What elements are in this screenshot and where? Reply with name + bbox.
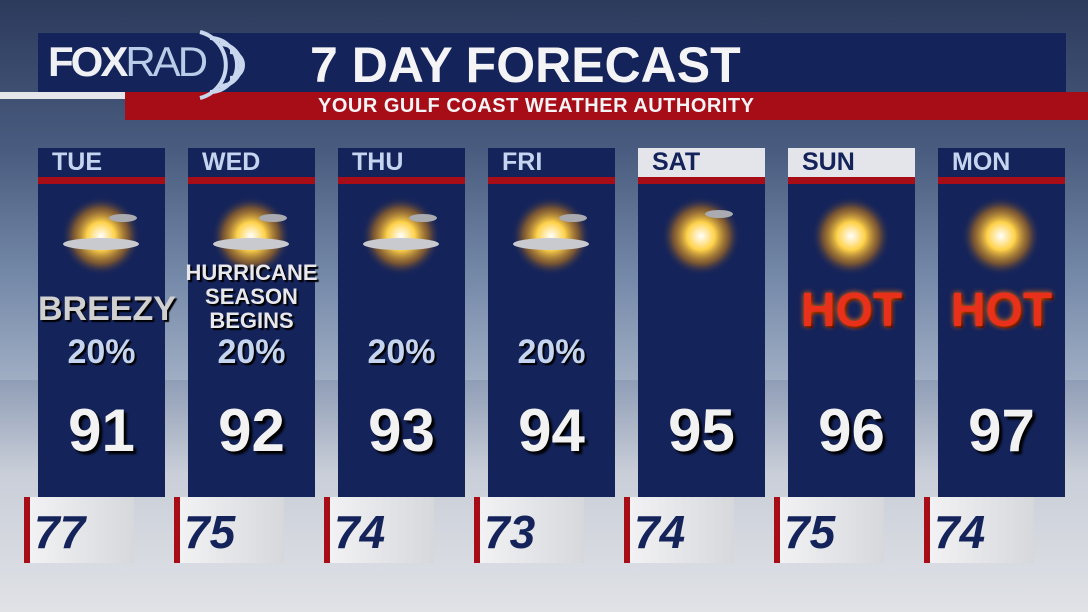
low-temp: 75	[774, 497, 884, 563]
precip-chance: 20%	[217, 333, 286, 371]
partly-sunny-icon	[211, 196, 291, 276]
breezy-label: BREEZY	[38, 290, 176, 328]
header-stripe	[788, 177, 915, 184]
low-temp: 74	[924, 497, 1034, 563]
mostly-sunny-icon	[661, 196, 741, 276]
divider-line	[0, 92, 125, 99]
forecast-column-thu: THU 20% 93	[338, 148, 465, 497]
high-temp: 95	[668, 397, 735, 464]
event-note: HURRICANE SEASON BEGINS	[185, 260, 318, 333]
day-label: TUE	[52, 148, 102, 176]
day-label: FRI	[502, 148, 543, 176]
header-stripe	[638, 177, 765, 184]
precip-chance: 20%	[67, 333, 136, 371]
sunny-icon	[961, 196, 1041, 276]
high-temp: 91	[68, 397, 135, 464]
partly-sunny-icon	[511, 196, 591, 276]
sunny-icon	[811, 196, 891, 276]
radar-waves-icon	[199, 30, 245, 100]
forecast-column-fri: FRI 20% 94	[488, 148, 615, 497]
forecast-column-tue: TUE BREEZY 20% 91	[38, 148, 176, 497]
high-temp: 92	[218, 397, 285, 464]
precip-chance: 20%	[367, 333, 436, 371]
high-temp: 94	[518, 397, 585, 464]
day-label: SAT	[638, 148, 765, 177]
high-temp: 96	[818, 397, 885, 464]
header-stripe	[488, 177, 615, 184]
header-stripe	[38, 177, 165, 184]
title-bar	[38, 33, 1066, 92]
header-stripe	[338, 177, 465, 184]
header-stripe	[938, 177, 1065, 184]
hot-label: HOT	[800, 284, 903, 337]
hot-label: HOT	[950, 284, 1053, 337]
partly-sunny-icon	[61, 196, 141, 276]
header-stripe	[188, 177, 315, 184]
low-temp: 74	[624, 497, 734, 563]
day-label: SUN	[788, 148, 915, 177]
foxrad-logo: FOXRAD	[48, 38, 208, 85]
high-temp: 97	[968, 397, 1035, 464]
partly-sunny-icon	[361, 196, 441, 276]
day-label: MON	[952, 148, 1011, 176]
forecast-column-wed: WED HURRICANE SEASON BEGINS 20% 92	[186, 148, 318, 497]
day-label: WED	[202, 148, 261, 176]
low-temp: 75	[174, 497, 284, 563]
subtitle-bar	[125, 92, 1088, 120]
forecast-column-sun: SUN HOT 96	[788, 148, 915, 497]
day-label: THU	[352, 148, 404, 176]
low-temp: 77	[24, 497, 134, 563]
forecast-column-mon: MON HOT 97	[938, 148, 1065, 497]
precip-chance: 20%	[517, 333, 586, 371]
page-subtitle: YOUR GULF COAST WEATHER AUTHORITY	[318, 95, 755, 117]
low-temp: 74	[324, 497, 434, 563]
page-title: 7 DAY FORECAST	[310, 37, 741, 93]
forecast-column-sat: SAT 95	[638, 148, 765, 497]
low-temp: 73	[474, 497, 584, 563]
high-temp: 93	[368, 397, 435, 464]
